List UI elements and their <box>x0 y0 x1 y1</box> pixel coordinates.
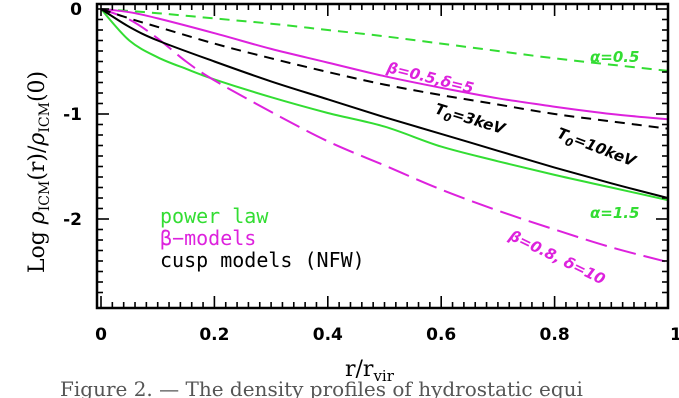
y-tick-label: 0 <box>70 0 82 20</box>
y-axis-title: Log ρICM(r)/ρICM(0) <box>25 71 53 273</box>
legend-cusp-models: cusp models (NFW) <box>160 248 365 272</box>
legend-power-law: power law <box>160 204 269 228</box>
x-tick-label: 0 <box>95 325 107 345</box>
annotation-alpha15: α=1.5 <box>590 204 639 222</box>
series-line-3 <box>100 8 668 264</box>
series-line-2 <box>100 8 668 121</box>
series-line-5 <box>100 8 668 199</box>
x-tick-label: 0.4 <box>313 325 343 345</box>
series-line-1 <box>100 8 668 202</box>
series-line-4 <box>100 8 668 130</box>
legend-beta-models: β−models <box>160 226 256 250</box>
annotation-alpha05: α=0.5 <box>590 48 639 66</box>
x-tick-label: 0.2 <box>199 325 229 345</box>
series-layer <box>100 8 668 264</box>
x-tick-label: 0.6 <box>426 325 456 345</box>
x-tick-label: 1 <box>670 325 679 345</box>
figure-caption: Figure 2. — The density profiles of hydr… <box>60 377 583 398</box>
ticks-layer: 0 0.2 0.4 0.6 0.8 1 0 -1 -2 <box>63 0 679 345</box>
x-tick-label: 0.8 <box>540 325 570 345</box>
y-tick-label: -2 <box>63 210 82 230</box>
y-tick-label: -1 <box>63 105 82 125</box>
x-axis-title: r/rvir <box>345 357 395 385</box>
